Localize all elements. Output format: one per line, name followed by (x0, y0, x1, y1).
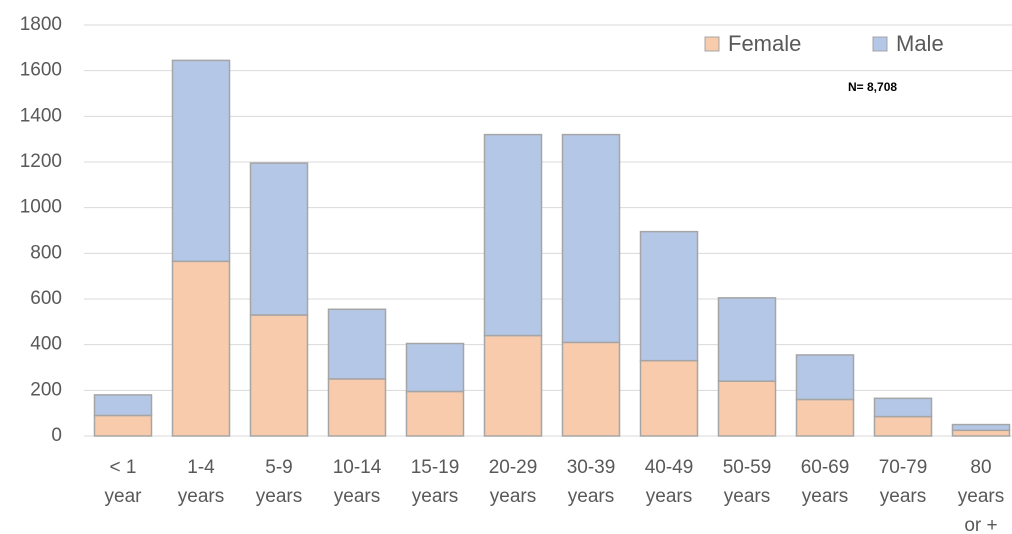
bar-segment (717, 297, 777, 382)
x-tick-label: 50-59 years (722, 457, 772, 507)
y-tick-label: 1200 (20, 151, 62, 172)
bar-segment (327, 308, 387, 380)
bar-segment (171, 260, 231, 437)
bar-segment (873, 415, 933, 437)
bar-segment (249, 314, 309, 437)
y-tick-label: 600 (30, 288, 62, 309)
bar-segment (951, 423, 1011, 432)
bar-segment (483, 133, 543, 337)
y-tick-label: 0 (51, 425, 62, 446)
legend-label: Female (728, 31, 801, 56)
legend-swatch (872, 36, 888, 52)
legend-label: Male (896, 31, 944, 56)
bar-segment (873, 397, 933, 418)
bar-segment (405, 342, 465, 393)
x-tick-label: 20-29 years (488, 457, 538, 507)
y-tick-label: 1000 (20, 197, 62, 218)
bar-segment (795, 398, 855, 437)
x-tick-label: 30-39 years (566, 457, 616, 507)
x-tick-label: 60-69 years (800, 457, 850, 507)
y-tick-label: 1600 (20, 60, 62, 81)
bar-segment (639, 230, 699, 362)
x-tick-label: 40-49 years (644, 457, 694, 507)
y-tick-label: 800 (30, 242, 62, 263)
annotation: N= 8,708 (848, 80, 897, 94)
bar-segment (249, 162, 309, 316)
x-tick-label: 1-4 years (177, 457, 225, 507)
bar-segment (795, 354, 855, 401)
x-tick-label: 80 years or + (957, 457, 1005, 534)
bar-segment (717, 380, 777, 437)
bar-segment (639, 359, 699, 437)
x-tick-label: < 1 year (104, 457, 142, 507)
bar-segment (93, 394, 153, 417)
bar-segment (93, 414, 153, 437)
y-tick-label: 200 (30, 379, 62, 400)
y-tick-label: 400 (30, 334, 62, 355)
bar-segment (951, 429, 1011, 437)
x-tick-label: 15-19 years (410, 457, 460, 507)
x-tick-label: 10-14 years (332, 457, 382, 507)
x-tick-label: 70-79 years (878, 457, 928, 507)
legend-swatch (704, 36, 720, 52)
bar-segment (405, 390, 465, 437)
bar-segment (171, 59, 231, 263)
y-tick-label: 1800 (20, 14, 62, 35)
bar-segment (561, 133, 621, 344)
bar-segment (483, 334, 543, 437)
x-tick-label: 5-9 years (255, 457, 303, 507)
bar-segment (561, 341, 621, 437)
y-tick-label: 1400 (20, 105, 62, 126)
bar-segment (327, 378, 387, 437)
